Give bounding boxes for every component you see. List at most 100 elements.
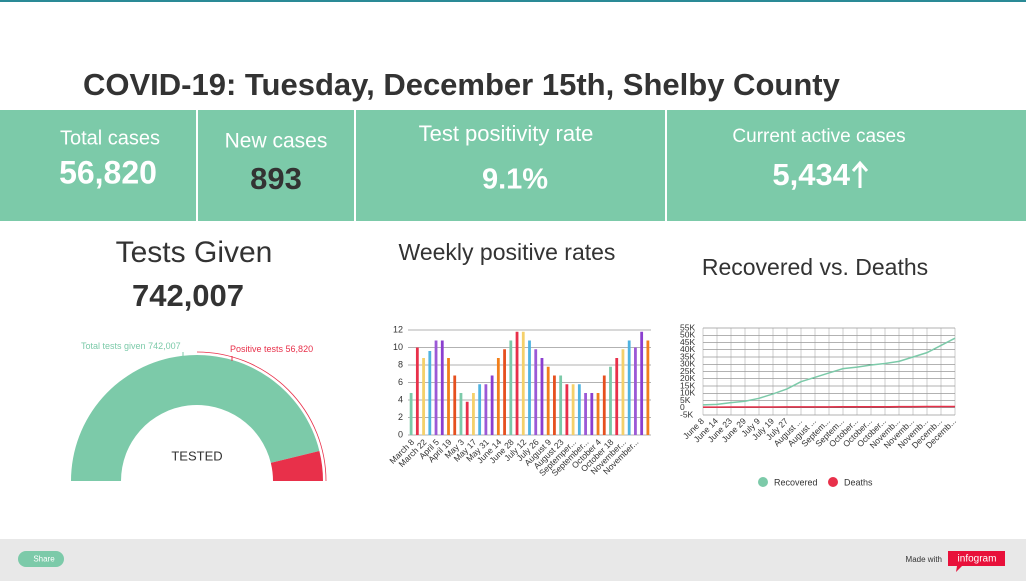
center-label: TESTED [171, 448, 222, 463]
divider [665, 110, 667, 221]
bar [621, 349, 625, 435]
chart-title: Weekly positive rates [399, 239, 616, 265]
gauge-label: Positive tests 56,820 [230, 344, 313, 354]
bar [559, 375, 563, 435]
bar [640, 331, 644, 435]
divider [354, 110, 356, 221]
bar [602, 375, 606, 435]
bar [584, 393, 587, 435]
brand: infogram [958, 554, 997, 565]
bar [496, 358, 500, 435]
label-value: 56,820 [286, 344, 314, 354]
bar [472, 393, 475, 435]
bar [515, 331, 519, 435]
bar [521, 331, 525, 435]
label-name: Positive tests [230, 344, 284, 354]
y-tick-label: 25K [680, 366, 695, 376]
bar [428, 351, 432, 435]
kpi-label: Test positivity rate [419, 121, 594, 146]
bar [609, 366, 612, 435]
y-tick-label: 20K [680, 373, 695, 383]
y-tick-label: 15K [680, 380, 695, 390]
kpi-label: Total cases [60, 127, 160, 149]
y-tick-label: 0 [680, 402, 685, 412]
legend-label: Recovered [774, 477, 818, 487]
share-label[interactable]: Share [33, 555, 55, 564]
bar [577, 384, 581, 435]
bar [434, 340, 438, 435]
gauge-label: Total tests given 742,007 [81, 341, 181, 351]
bar [440, 340, 444, 435]
bar [546, 366, 550, 435]
page-title: COVID-19: Tuesday, December 15th, Shelby… [83, 67, 841, 102]
y-tick-label: 50K [680, 330, 695, 340]
line [702, 405, 956, 408]
made-with: Made with [906, 555, 942, 564]
kpi-value: 56,820 [59, 154, 157, 190]
bar [646, 340, 650, 435]
label-name: Total tests given [81, 341, 146, 351]
bar [459, 393, 463, 435]
bar [540, 358, 544, 435]
bar [409, 393, 413, 435]
footer [0, 539, 1026, 581]
line [702, 337, 956, 406]
y-tick-label: 6 [398, 377, 403, 387]
gauge-segment [71, 355, 320, 481]
bar [596, 393, 600, 435]
legend-label: Deaths [844, 477, 873, 487]
bar [422, 358, 425, 435]
y-tick-label: 35K [680, 351, 695, 361]
share-button[interactable] [18, 551, 64, 567]
bar [453, 375, 457, 435]
bar [534, 349, 538, 435]
kpi-label: Current active cases [732, 126, 905, 147]
y-tick-label: 30K [680, 359, 695, 369]
bar [465, 401, 469, 435]
kpi-value: 893 [250, 161, 302, 196]
y-tick-label: 40K [680, 344, 695, 354]
y-tick-label: 0 [398, 429, 403, 439]
bar [615, 358, 619, 435]
y-tick-label: 2 [398, 412, 403, 422]
bar [571, 384, 575, 435]
bar [528, 340, 531, 435]
section-heading: Tests Given [116, 236, 273, 269]
bar [509, 340, 513, 435]
bar [627, 340, 631, 435]
bar [503, 349, 506, 435]
bar [553, 375, 556, 435]
top-rule [0, 0, 1026, 2]
bar [484, 384, 488, 435]
outline-arc [196, 351, 327, 482]
kpi-label: New cases [225, 130, 328, 153]
y-tick-label: 4 [398, 394, 403, 404]
brand-badge [948, 551, 1005, 572]
label-value: 742,007 [148, 341, 181, 351]
bar [565, 384, 569, 435]
bar [634, 347, 637, 435]
y-tick-label: 10K [680, 388, 695, 398]
section-value: 742,007 [132, 278, 244, 313]
legend-swatch [828, 477, 838, 487]
kpi-value: 9.1% [482, 164, 548, 196]
bar [447, 358, 450, 435]
gauge-segment [270, 450, 323, 481]
bar [590, 393, 594, 435]
y-tick-label: 5K [680, 395, 691, 405]
bar [490, 375, 494, 435]
legend-swatch [758, 477, 768, 487]
up-arrow-icon [851, 160, 869, 188]
y-tick-label: -5K [680, 409, 694, 419]
divider [196, 110, 198, 221]
y-tick-label: 55K [680, 322, 695, 332]
bar [415, 347, 419, 435]
y-tick-label: 12 [393, 324, 403, 334]
kpi-value: 5,434 [772, 157, 850, 192]
bar [478, 384, 482, 435]
y-tick-label: 10 [393, 342, 403, 352]
y-tick-label: 45K [680, 337, 695, 347]
y-tick-label: 8 [398, 359, 403, 369]
chart-title: Recovered vs. Deaths [702, 254, 928, 280]
